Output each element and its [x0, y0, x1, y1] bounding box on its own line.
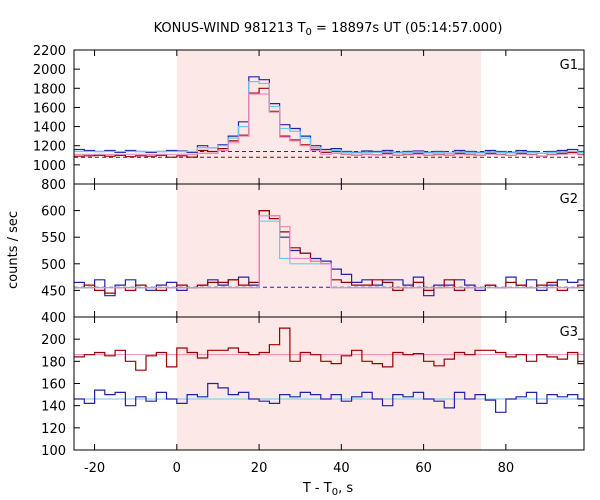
panel-label: G3 — [560, 325, 578, 340]
x-tick-label: -20 — [84, 461, 105, 476]
y-tick-label: 800 — [41, 178, 66, 193]
y-tick-label: 2000 — [33, 63, 66, 78]
panel-label: G1 — [560, 58, 578, 73]
shaded-interval — [176, 317, 482, 450]
y-tick-label: 600 — [41, 205, 66, 220]
series-pink-step-line — [74, 93, 584, 157]
shaded-interval — [176, 184, 482, 317]
panel-plot-area — [74, 327, 584, 413]
x-tick-label: 0 — [173, 461, 181, 476]
chart-title: KONUS-WIND 981213 T0 = 18897s UT (05:14:… — [154, 21, 503, 38]
x-axis-title: T - T0, s — [302, 481, 353, 498]
x-tick-labels: -20 0 20 40 60 80 — [84, 461, 514, 476]
y-tick-label: 1400 — [33, 121, 66, 136]
panel-plot-area — [74, 76, 584, 158]
series-red-step-line — [74, 327, 584, 371]
x-tick-label: 40 — [333, 461, 350, 476]
y-tick-label: 180 — [41, 355, 66, 370]
y-tick-label: 450 — [41, 284, 66, 299]
y-tick-label: 1800 — [33, 82, 66, 97]
series-light_blue-step-line — [74, 81, 584, 154]
shaded-interval — [176, 50, 482, 184]
y-tick-label: 200 — [41, 333, 66, 348]
x-tick-label: 20 — [251, 461, 268, 476]
y-tick-label: 400 — [41, 311, 66, 326]
y-axis-title: counts / sec — [6, 211, 21, 289]
panel-label: G2 — [560, 192, 578, 207]
y-tick-label: 2200 — [33, 44, 66, 59]
panel-g3: 100 120 140 160 180 200 G3 — [41, 316, 585, 459]
y-tick-label: 120 — [41, 422, 66, 437]
series-blue-step-line — [74, 382, 584, 413]
y-tick-label: 140 — [41, 400, 66, 415]
y-tick-label: 1200 — [33, 140, 66, 155]
panels: 8001000120014001600180020002200G14004505… — [33, 44, 585, 476]
panel-plot-area — [74, 210, 584, 297]
panel-g2: 400 450 500 550 600 G2 — [41, 183, 585, 326]
y-tick-label: 1600 — [33, 101, 66, 116]
x-tick-label: 60 — [415, 461, 432, 476]
series-pink-step-line — [74, 215, 584, 289]
y-tick-label: 160 — [41, 378, 66, 393]
y-tick-label: 550 — [41, 231, 66, 246]
y-tick-label: 100 — [41, 444, 66, 459]
chart-title-subscript: 0 — [306, 27, 312, 38]
panel-g1: 800 1000 1200 1400 1600 1800 2000 2200 G1 — [33, 44, 585, 193]
x-axis-title-subscript: 0 — [332, 487, 338, 498]
x-tick-label: 80 — [498, 461, 515, 476]
y-tick-label: 1000 — [33, 159, 66, 174]
y-tick-label: 500 — [41, 258, 66, 273]
